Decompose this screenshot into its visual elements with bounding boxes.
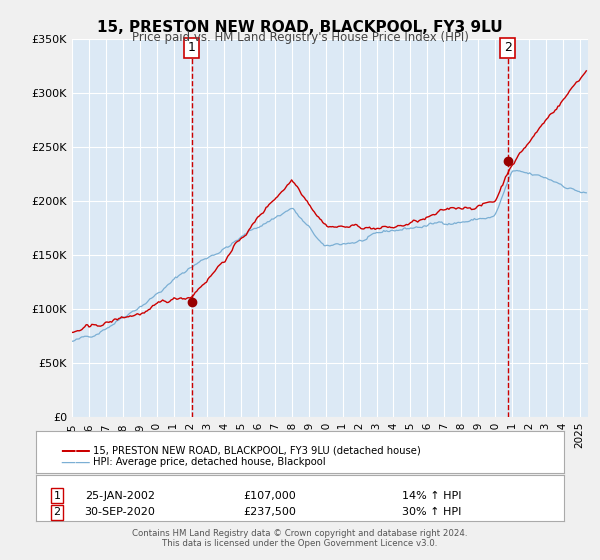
Text: This data is licensed under the Open Government Licence v3.0.: This data is licensed under the Open Gov… [163,539,437,548]
Text: 14% ↑ HPI: 14% ↑ HPI [402,491,462,501]
Text: Contains HM Land Registry data © Crown copyright and database right 2024.: Contains HM Land Registry data © Crown c… [132,529,468,538]
Text: 15, PRESTON NEW ROAD, BLACKPOOL, FY3 9LU (detached house): 15, PRESTON NEW ROAD, BLACKPOOL, FY3 9LU… [93,446,421,456]
Text: 1: 1 [188,41,196,54]
Text: HPI: Average price, detached house, Blackpool: HPI: Average price, detached house, Blac… [93,457,326,467]
Text: Price paid vs. HM Land Registry's House Price Index (HPI): Price paid vs. HM Land Registry's House … [131,31,469,44]
Text: 15, PRESTON NEW ROAD, BLACKPOOL, FY3 9LU: 15, PRESTON NEW ROAD, BLACKPOOL, FY3 9LU [97,20,503,35]
Text: 30-SEP-2020: 30-SEP-2020 [85,507,155,517]
Text: 25-JAN-2002: 25-JAN-2002 [85,491,155,501]
Text: £237,500: £237,500 [244,507,296,517]
Text: ——: —— [60,444,91,458]
Text: £107,000: £107,000 [244,491,296,501]
Text: 2: 2 [53,507,61,517]
Text: 2: 2 [504,41,512,54]
Text: ——: —— [60,455,91,469]
Text: 30% ↑ HPI: 30% ↑ HPI [403,507,461,517]
Text: 1: 1 [53,491,61,501]
